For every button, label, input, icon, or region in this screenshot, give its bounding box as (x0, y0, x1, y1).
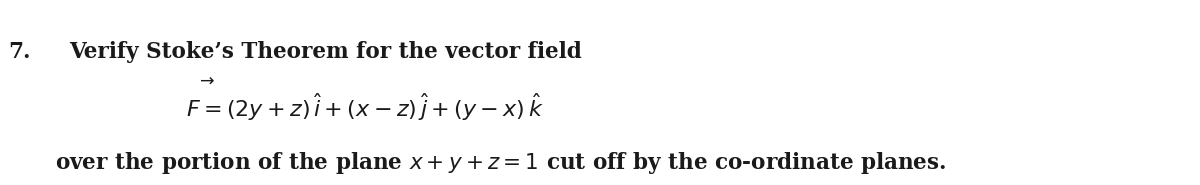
Text: $\rightarrow$: $\rightarrow$ (196, 72, 215, 89)
Text: over the portion of the plane $x + y + z = 1$ cut off by the co-ordinate planes.: over the portion of the plane $x + y + z… (55, 150, 947, 176)
Text: $F = (2y + z)\,\hat{i} + (x - z)\,\hat{j} + (y - x)\,\hat{k}$: $F = (2y + z)\,\hat{i} + (x - z)\,\hat{j… (186, 91, 544, 123)
Text: Verify Stoke’s Theorem for the vector field: Verify Stoke’s Theorem for the vector fi… (70, 41, 582, 63)
Text: 7.: 7. (8, 41, 31, 63)
